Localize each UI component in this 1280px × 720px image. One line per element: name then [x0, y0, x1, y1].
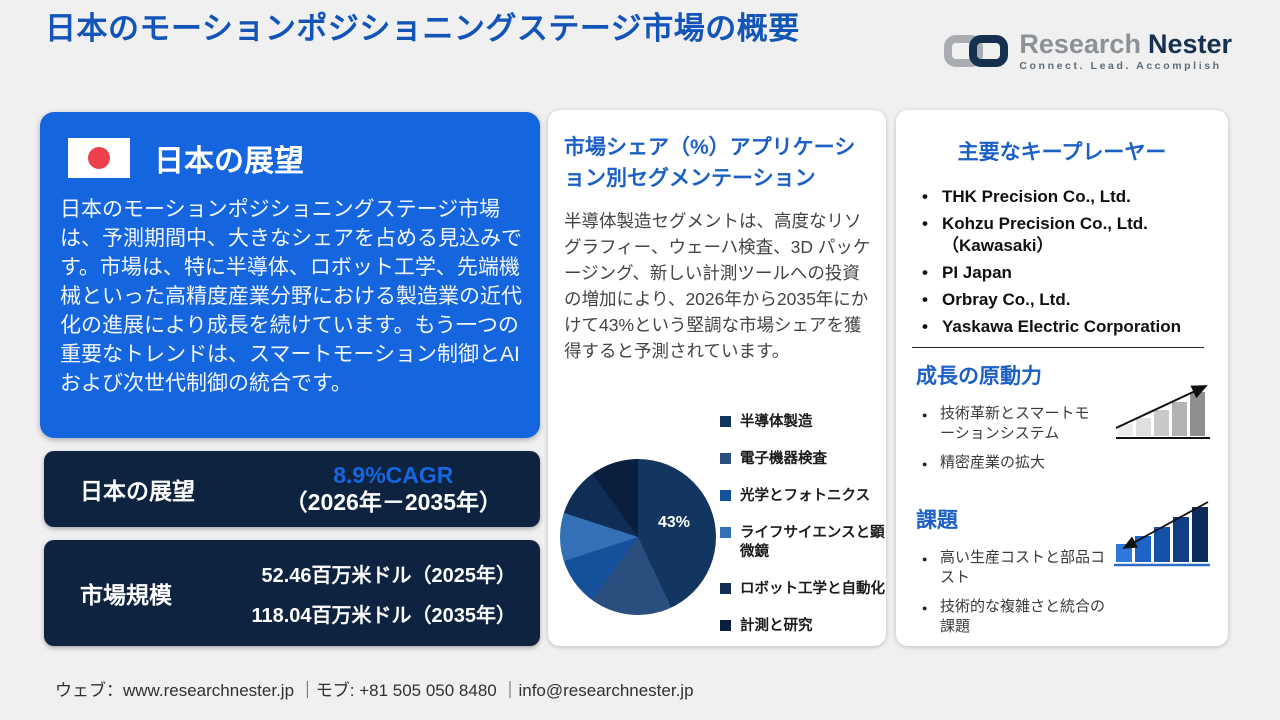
legend-swatch	[720, 527, 731, 538]
key-player-item: THK Precision Co., Ltd.	[914, 186, 1222, 208]
logo-brand-secondary: Nester	[1147, 29, 1232, 59]
legend-swatch	[720, 583, 731, 594]
legend-label: 計測と研究	[740, 618, 813, 634]
key-players-title: 主要なキープレーヤー	[957, 141, 1167, 164]
cagr-values: 8.9%CAGR （2026年－2035年）	[285, 462, 502, 516]
outlook-card-header: 日本の展望	[40, 112, 540, 180]
challenges-list: 高い生産コストと部品コスト 技術的な複雑さと統合の課題	[920, 548, 1112, 637]
brand-logo: Research Nester Connect. Lead. Accomplish	[943, 28, 1232, 74]
legend-swatch	[720, 620, 731, 631]
market-size-card: 市場規模 52.46百万米ドル（2025年） 118.04百万米ドル（2035年…	[44, 540, 540, 646]
market-size-2025: 52.46百万米ドル（2025年）	[261, 564, 516, 587]
key-player-item: Yaskawa Electric Corporation	[914, 316, 1222, 338]
challenges-bar-chart-icon	[1114, 501, 1210, 567]
key-players-card: 主要なキープレーヤー THK Precision Co., Ltd. Kohzu…	[896, 110, 1228, 646]
legend-item: 計測と研究	[720, 617, 886, 636]
logo-brand: Research Nester	[1019, 30, 1232, 58]
logo-chain-icon	[944, 35, 1009, 67]
legend-item: 半導体製造	[720, 413, 886, 432]
challenges-title: 課題	[916, 509, 958, 532]
pie-chart-label: 43%	[658, 514, 691, 531]
challenge-item: 高い生産コストと部品コスト	[920, 548, 1112, 588]
market-size-2035: 118.04百万米ドル（2035年）	[251, 604, 516, 627]
growth-drivers-list: 技術革新とスマートモーションシステム 精密産業の拡大	[920, 404, 1104, 474]
japan-flag-icon	[68, 138, 130, 178]
legend-item: 光学とフォトニクス	[720, 487, 886, 506]
cagr-value: 8.9%CAGR	[333, 462, 454, 488]
segmentation-body: 半導体製造セグメントは、高度なリソグラフィー、ウェーハ検査、3D パッケージング…	[564, 211, 871, 361]
legend-item: 電子機器検査	[720, 450, 886, 469]
legend-swatch	[720, 490, 731, 501]
key-player-item: Orbray Co., Ltd.	[914, 289, 1222, 311]
page-title: 日本のモーションポジショニングステージ市場の概要	[45, 11, 800, 46]
segmentation-title: 市場シェア（%）アプリケーション別セグメンテーション	[564, 136, 856, 190]
cagr-card: 日本の展望 8.9%CAGR （2026年－2035年）	[44, 451, 540, 527]
japan-flag-sun	[88, 147, 110, 169]
market-size-label: 市場規模	[80, 582, 172, 608]
japan-outlook-card: 日本の展望 日本のモーションポジショニングステージ市場は、予測期間中、大きなシェ…	[40, 112, 540, 438]
growth-bar-chart-icon	[1115, 385, 1210, 439]
challenge-item: 技術的な複雑さと統合の課題	[920, 597, 1112, 637]
logo-text: Research Nester Connect. Lead. Accomplish	[1019, 30, 1232, 72]
legend-swatch	[720, 453, 731, 464]
segmentation-card: 市場シェア（%）アプリケーション別セグメンテーション 半導体製造セグメントは、高…	[548, 110, 886, 646]
legend-label: ライフサイエンスと顕微鏡	[740, 525, 885, 560]
logo-brand-primary: Research	[1019, 29, 1141, 59]
market-size-values: 52.46百万米ドル（2025年） 118.04百万米ドル（2035年）	[251, 559, 516, 628]
outlook-card-title: 日本の展望	[154, 145, 304, 178]
key-players-list: THK Precision Co., Ltd. Kohzu Precision …	[914, 186, 1222, 338]
legend-label: ロボット工学と自動化	[740, 581, 885, 597]
growth-drivers-title: 成長の原動力	[916, 365, 1042, 388]
logo-tagline: Connect. Lead. Accomplish	[1019, 60, 1222, 72]
legend-item: ロボット工学と自動化	[720, 580, 886, 599]
cagr-card-label: 日本の展望	[80, 478, 195, 504]
legend-label: 電子機器検査	[740, 451, 827, 467]
legend-swatch	[720, 416, 731, 427]
pie-chart-legend: 半導体製造 電子機器検査 光学とフォトニクス ライフサイエンスと顕微鏡 ロボット…	[720, 413, 886, 636]
key-player-item: PI Japan	[914, 262, 1222, 284]
growth-driver-item: 精密産業の拡大	[920, 453, 1104, 474]
key-player-item: Kohzu Precision Co., Ltd.（Kawasaki）	[914, 213, 1222, 257]
outlook-card-body: 日本のモーションポジショニングステージ市場は、予測期間中、大きなシェアを占める見…	[60, 198, 522, 395]
growth-driver-item: 技術革新とスマートモーションシステム	[920, 404, 1104, 444]
section-divider	[912, 347, 1204, 348]
legend-label: 光学とフォトニクス	[740, 488, 871, 504]
legend-label: 半導体製造	[740, 414, 813, 430]
cagr-period: （2026年－2035年）	[284, 489, 502, 515]
footer-contact: ウェブ：www.researchnester.jp ｜モブ: +81 505 0…	[55, 681, 694, 700]
pie-chart	[560, 459, 716, 615]
legend-item: ライフサイエンスと顕微鏡	[720, 524, 886, 562]
